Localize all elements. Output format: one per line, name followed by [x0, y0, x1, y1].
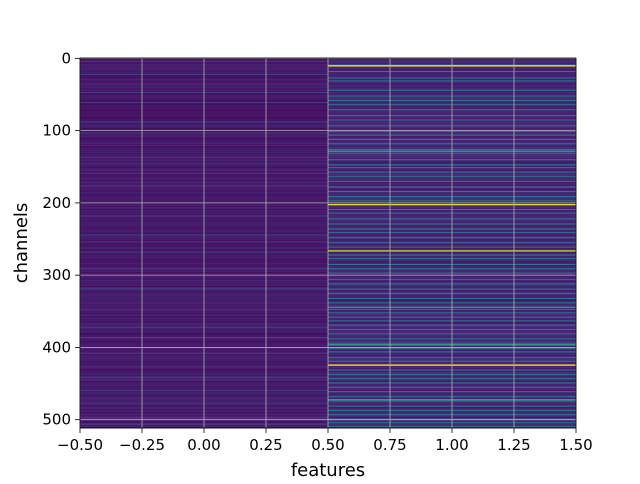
x-tick-label: 1.50: [559, 436, 592, 454]
axis-ticks: −0.50 −0.25 0.00 0.25 0.50 0.75 1.00 1.25 1.50 0 1…: [42, 49, 592, 454]
x-tick-label: 0.25: [249, 436, 282, 454]
x-tick-label: 0.50: [311, 436, 344, 454]
y-tick-label: 200: [42, 194, 71, 212]
y-tick-label: 500: [42, 411, 71, 429]
x-tick-label: 1.25: [497, 436, 530, 454]
y-tick-label: 400: [42, 338, 71, 356]
y-tick-label: 0: [61, 49, 71, 67]
y-tick-label: 100: [42, 122, 71, 140]
y-axis-label: channels: [11, 203, 32, 284]
x-tick-label: 0.00: [187, 436, 220, 454]
y-tick-label: 300: [42, 266, 71, 284]
x-tick-label: 1.00: [435, 436, 468, 454]
x-tick-label: −0.50: [57, 436, 103, 454]
x-tick-label: −0.25: [119, 436, 165, 454]
x-axis-label: features: [291, 460, 365, 480]
x-tick-label: 0.75: [373, 436, 406, 454]
